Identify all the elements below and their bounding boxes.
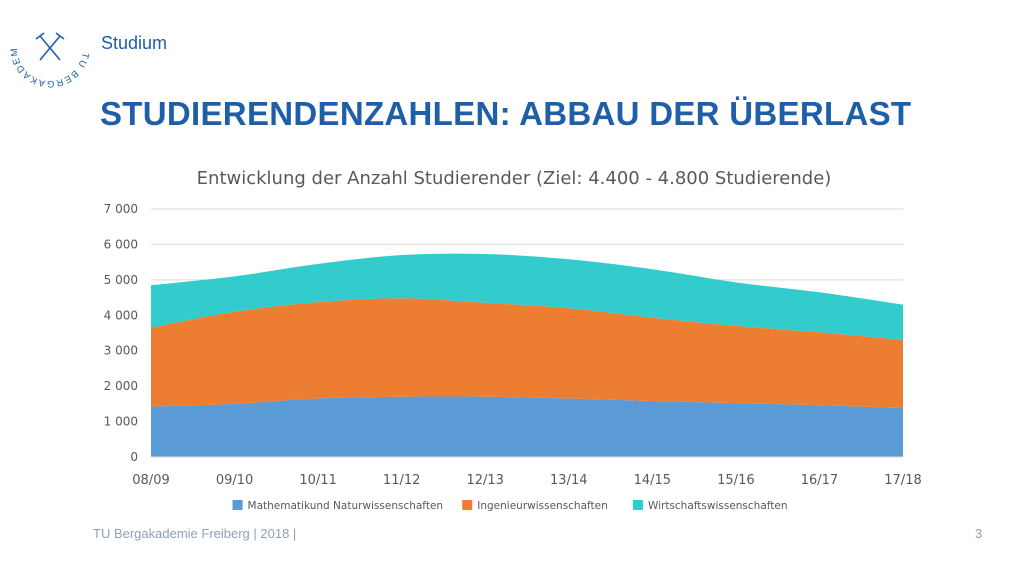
page-title: STUDIERENDENZAHLEN: ABBAU DER ÜBERLAST [100, 95, 912, 132]
legend-swatch [232, 500, 243, 510]
chart-title: Entwicklung der Anzahl Studierender (Zie… [197, 168, 832, 189]
university-seal-logo: TU BERGAKADEMIE · FREIBERG · [10, 8, 89, 88]
y-tick-label: 4 000 [104, 308, 138, 322]
area-series-2 [151, 298, 903, 409]
section-label: Studium [101, 33, 168, 53]
y-tick-label: 6 000 [104, 237, 138, 251]
y-tick-label: 7 000 [104, 202, 138, 216]
x-tick-label: 09/10 [216, 473, 253, 488]
area-series-3 [151, 253, 903, 341]
legend-label: Wirtschaftswissenschaften [648, 500, 788, 512]
chart-legend: Mathematikund Naturwissenschaften Ingenie… [232, 500, 788, 512]
x-tick-label: 13/14 [550, 473, 587, 488]
page-number: 3 [975, 526, 983, 541]
legend-swatch [462, 500, 473, 510]
legend-swatch [632, 500, 643, 510]
x-tick-label: 15/16 [717, 473, 754, 488]
legend-label: Ingenieurwissenschaften [477, 500, 608, 512]
hammer-and-pick-icon [35, 32, 65, 61]
y-axis: 0 1 000 2 000 3 000 4 000 5 000 6 000 7 000 [104, 202, 138, 464]
x-tick-label: 08/09 [132, 473, 169, 488]
legend-label: Mathematikund Naturwissenschaften [248, 500, 444, 512]
y-tick-label: 1 000 [104, 415, 138, 429]
footer-text: TU Bergakademie Freiberg | 2018 | [93, 526, 297, 541]
x-tick-label: 16/17 [801, 473, 838, 488]
x-axis: 08/09 09/10 10/11 11/12 12/13 13/14 14/15 15/16… [132, 456, 922, 488]
x-tick-label: 12/13 [466, 473, 503, 488]
x-tick-label: 17/18 [884, 473, 921, 488]
x-tick-label: 14/15 [634, 473, 671, 488]
y-tick-label: 5 000 [104, 273, 138, 287]
chart-areas [151, 253, 903, 457]
area-series-1 [151, 396, 903, 457]
y-tick-label: 2 000 [104, 379, 138, 393]
x-tick-label: 10/11 [299, 473, 336, 488]
y-tick-label: 0 [130, 450, 138, 464]
y-tick-label: 3 000 [104, 344, 138, 358]
x-tick-label: 11/12 [383, 473, 420, 488]
